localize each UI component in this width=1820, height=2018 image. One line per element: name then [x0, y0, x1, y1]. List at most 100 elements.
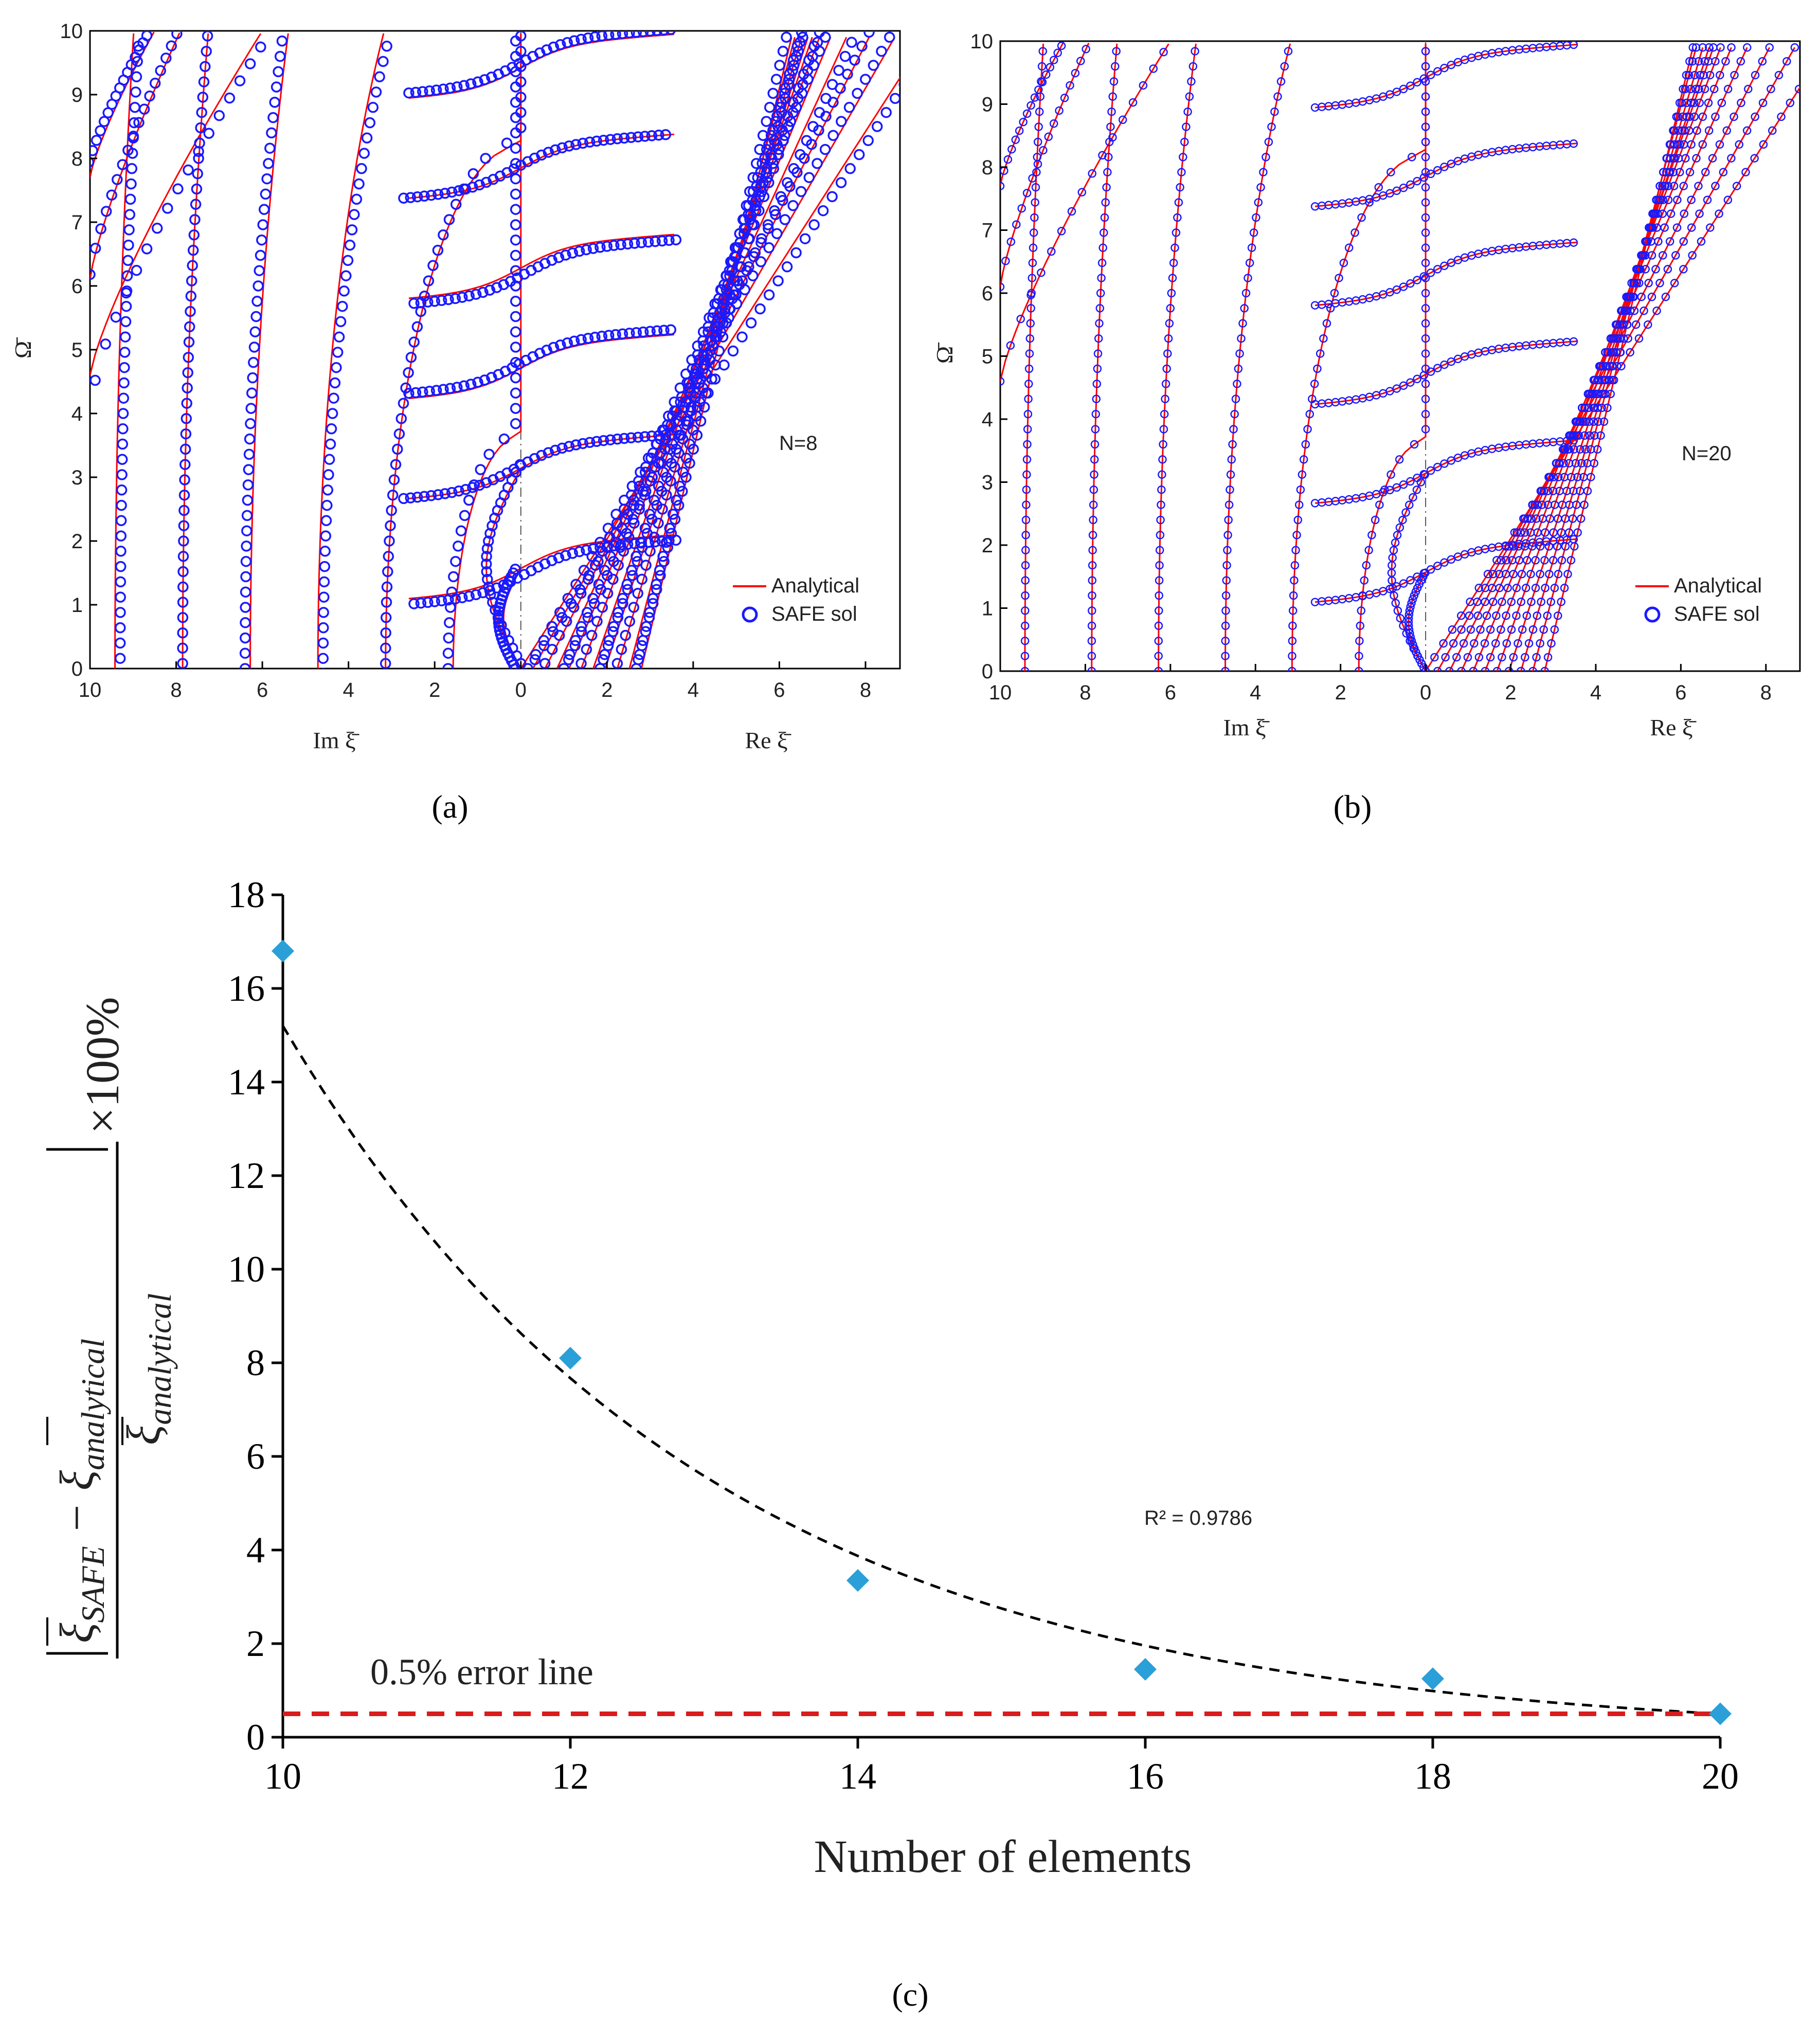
panel-b-safe-point: [1533, 611, 1542, 620]
panel-a-safe-point: [846, 37, 857, 48]
panel-a-safe-point: [446, 186, 458, 198]
panel-b-safe-point: [1421, 334, 1430, 343]
panel-b-safe-point: [1599, 417, 1609, 426]
panel-a-safe-point: [598, 134, 609, 146]
panel-b-safe-point: [1567, 473, 1576, 481]
panel-b-xtick-label: 10: [989, 681, 1012, 704]
panel-a-safe-point: [433, 489, 444, 500]
panel-b-safe-point: [1678, 126, 1687, 135]
panel-b-safe-point: [1570, 542, 1579, 551]
panel-b-safe-point: [1166, 304, 1175, 313]
panel-b-safe-point: [1245, 258, 1254, 267]
panel-a-safe-point: [178, 489, 190, 501]
panel-a-safe-point: [329, 377, 341, 389]
panel-b-safe-point: [1235, 349, 1244, 358]
panel-b-safe-point: [1457, 625, 1466, 634]
panel-c-ytick-label: 6: [246, 1436, 265, 1477]
panel-b-safe-point: [1709, 43, 1718, 52]
panel-b-safe-point: [1007, 145, 1016, 154]
panel-a-safe-point: [430, 84, 442, 96]
panel-b-safe-point: [1617, 307, 1627, 315]
panel-a-safe-point: [166, 40, 177, 51]
panel-a-safe-point: [710, 321, 722, 333]
caption-b: (b): [1334, 788, 1372, 825]
panel-a-safe-point: [763, 223, 774, 235]
panel-a-safe-point: [122, 145, 134, 156]
panel-b-safe-point: [1528, 666, 1537, 671]
panel-a-safe-point: [443, 214, 455, 225]
panel-a-safe-point: [563, 441, 575, 452]
panel-a-safe-point: [382, 566, 393, 578]
panel-b-safe-point: [1071, 68, 1080, 78]
panel-a-safe-point: [617, 328, 628, 339]
panel-a-safe-point: [802, 65, 814, 76]
panel-a-safe-point: [436, 295, 447, 307]
panel-a-safe-point: [727, 256, 739, 267]
panel-a-safe-point: [129, 102, 141, 113]
panel-b-safe-point: [1091, 425, 1100, 434]
panel-b-safe-point: [1473, 611, 1483, 620]
panel-b-analytical-curve: [1291, 43, 1427, 671]
panel-a-safe-point: [243, 464, 255, 475]
panel-b-safe-point: [1421, 380, 1430, 388]
panel-b-safe-point: [1536, 639, 1544, 648]
panel-a-safe-point: [241, 525, 253, 536]
panel-a-safe-point: [480, 558, 492, 570]
panel-b-safe-point: [1168, 274, 1177, 282]
panel-a-safe-point: [423, 275, 435, 286]
panel-b-safe-point: [1413, 374, 1421, 384]
panel-c-ytick-label: 18: [228, 874, 265, 915]
panel-a-safe-point: [640, 560, 652, 571]
panel-a-safe-point: [188, 229, 200, 241]
panel-b-safe-point: [1589, 417, 1598, 426]
panel-b-safe-point: [1750, 154, 1759, 163]
panel-a-safe-point: [472, 376, 483, 388]
panel-b-safe-point: [1406, 576, 1415, 585]
panel-a-safe-point: [119, 347, 131, 358]
panel-a-safe-point: [750, 205, 762, 217]
panel-b-safe-point: [1020, 666, 1030, 671]
panel-b-safe-point: [1609, 375, 1618, 385]
panel-a-safe-point: [754, 191, 765, 203]
panel-b-safe-point: [1619, 334, 1628, 343]
panel-b-safe-point: [1549, 528, 1558, 537]
panel-a-safe-point: [666, 438, 678, 450]
panel-b-safe-point: [1577, 459, 1586, 468]
panel-a-safe-point: [260, 188, 272, 200]
panel-a-safe-point: [767, 87, 779, 99]
panel-b-safe-point: [1543, 653, 1553, 662]
panel-a-safe-point: [812, 37, 823, 48]
panel-b-safe-point: [1398, 515, 1407, 525]
panel-a-safe-point: [253, 280, 264, 292]
panel-a-safe-point: [779, 130, 790, 141]
panel-b-safe-point: [1759, 140, 1768, 149]
panel-a-analytical-curve: [640, 37, 792, 669]
panel-a-safe-point: [768, 163, 780, 174]
panel-a-safe-point: [658, 555, 670, 567]
panel-a-safe-point: [582, 612, 593, 623]
panel-a-safe-point: [577, 137, 589, 149]
panel-a-safe-point: [186, 275, 197, 286]
panel-a-safe-point: [273, 66, 284, 78]
panel-b-safe-point: [1288, 666, 1296, 671]
panel-b-safe-point: [1102, 183, 1111, 192]
panel-b-safe-point: [1491, 639, 1500, 648]
panel-a-safe-point: [241, 510, 253, 521]
panel-a-safe-point: [669, 514, 681, 525]
panel-a-safe-point: [317, 653, 329, 664]
panel-a-safe-point: [351, 193, 363, 205]
panel-b-safe-point: [1498, 653, 1506, 662]
panel-b-safe-point: [1421, 228, 1430, 237]
panel-b-safe-point: [1510, 528, 1519, 537]
panel-a-safe-point: [444, 617, 455, 628]
panel-b-safe-point: [1492, 556, 1501, 565]
panel-a-safe-point: [573, 546, 585, 557]
panel-a-safe-point: [689, 368, 700, 380]
panel-a-safe-point: [788, 163, 800, 174]
panel-b-safe-point: [1294, 500, 1304, 509]
panel-b-safe-point: [1576, 514, 1585, 523]
panel-b-legend-circle-icon: [1644, 606, 1661, 623]
panel-b-safe-point: [1386, 168, 1395, 177]
panel-a-safe-point: [453, 540, 464, 552]
